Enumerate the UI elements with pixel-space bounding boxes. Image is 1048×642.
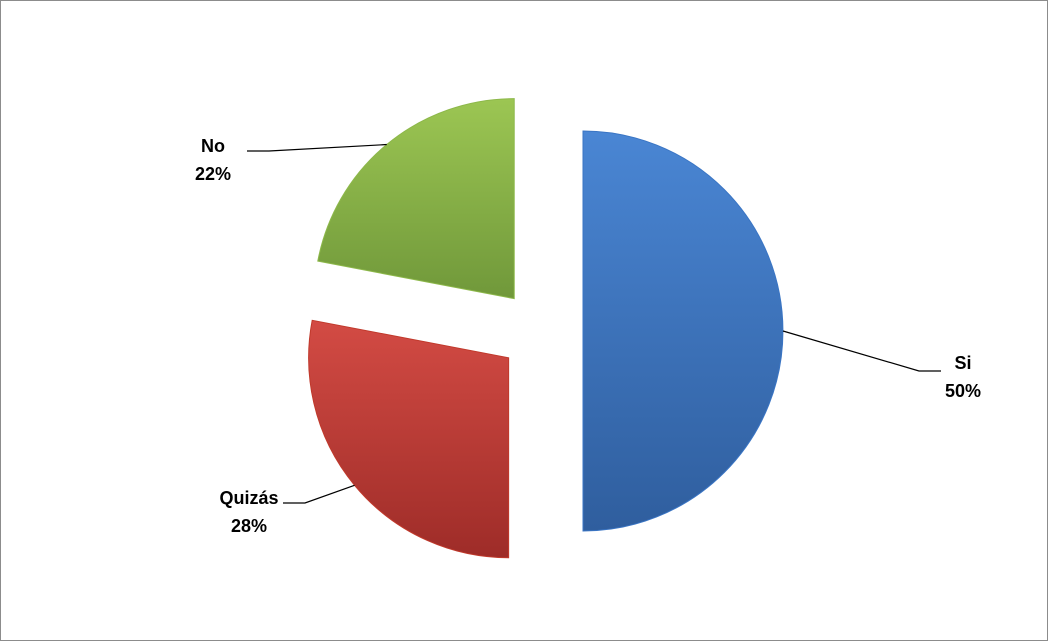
pie-slice-no: [317, 98, 515, 300]
leader-line: [247, 143, 387, 152]
data-label-category: Quizás: [219, 488, 278, 508]
leader-line: [782, 330, 941, 372]
data-label-category: No: [201, 136, 225, 156]
leader-line: [283, 484, 355, 504]
pie-slice-quizas: [308, 319, 510, 559]
data-label-percent: 28%: [231, 516, 267, 536]
data-label: No 22%: [195, 136, 231, 184]
data-label: Si 50%: [945, 353, 981, 401]
data-label: Quizás 28%: [219, 488, 278, 536]
data-label-percent: 50%: [945, 381, 981, 401]
pie-slice-si: [582, 130, 784, 532]
data-label-percent: 22%: [195, 164, 231, 184]
data-label-category: Si: [954, 353, 971, 373]
